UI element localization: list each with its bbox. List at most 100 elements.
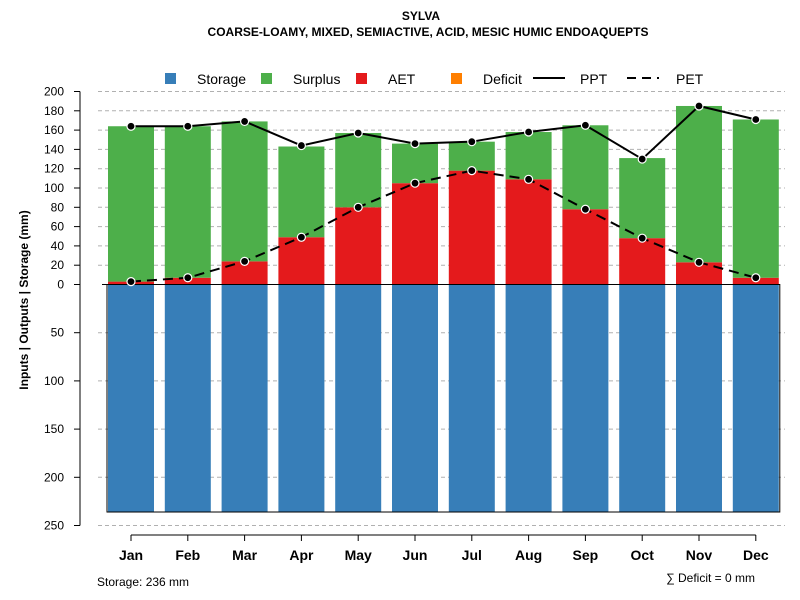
bar-surplus-mar xyxy=(221,121,268,262)
point-ppt-may xyxy=(353,128,363,138)
axes: 0 20 40 60 80 100 120 140 160 180 200 50 100 150 200 25… xyxy=(44,85,769,564)
x-tick-label-nov: Nov xyxy=(686,547,713,563)
point-pet-jul xyxy=(467,166,477,176)
x-tick-label-dec: Dec xyxy=(743,547,769,563)
y-tick-label-upper-80: 80 xyxy=(51,200,65,214)
x-tick-label-mar: Mar xyxy=(232,547,257,563)
bar-storage-jul xyxy=(448,284,495,513)
y-tick-label-lower-150: 150 xyxy=(44,422,64,436)
legend-swatch-deficit xyxy=(451,73,462,84)
bar-aet-jun xyxy=(392,183,438,285)
point-ppt-sep xyxy=(580,120,591,130)
bar-aet-nov xyxy=(676,262,722,285)
legend-swatch-surplus xyxy=(261,73,272,84)
bar-storage-apr xyxy=(278,284,325,513)
point-ppt-mar xyxy=(240,116,250,127)
storage-note: Storage: 236 mm xyxy=(97,575,189,589)
legend-swatch-storage xyxy=(165,73,176,84)
point-ppt-apr xyxy=(296,140,306,151)
bar-aet-oct xyxy=(619,238,666,285)
bar-surplus-aug xyxy=(505,132,552,180)
point-ppt-nov xyxy=(694,101,704,111)
y-axis-label: Inputs | Outputs | Storage (mm) xyxy=(17,210,31,389)
y-tick-label-upper-160: 160 xyxy=(44,123,64,137)
y-tick-label-lower-200: 200 xyxy=(44,470,64,484)
bar-surplus-jul xyxy=(448,141,495,171)
bar-storage-jan xyxy=(108,284,154,513)
y-tick-label-upper-200: 200 xyxy=(44,85,64,99)
y-tick-label-upper-20: 20 xyxy=(51,258,65,272)
bar-surplus-jan xyxy=(108,126,154,282)
x-tick-label-feb: Feb xyxy=(175,547,200,563)
x-tick-label-jan: Jan xyxy=(119,547,143,563)
bar-aet-jul xyxy=(448,170,495,285)
y-tick-label-upper-0: 0 xyxy=(57,278,64,292)
legend-label-deficit: Deficit xyxy=(483,71,522,87)
bar-surplus-may xyxy=(335,132,382,208)
legend: Storage Surplus AET Deficit PPT PET xyxy=(165,71,704,87)
y-tick-label-upper-60: 60 xyxy=(51,220,65,234)
bars xyxy=(106,105,781,513)
bar-surplus-apr xyxy=(278,146,325,238)
y-tick-label-lower-100: 100 xyxy=(44,374,64,388)
point-pet-feb xyxy=(183,273,193,283)
bar-storage-aug xyxy=(505,284,552,513)
bar-storage-sep xyxy=(562,284,609,513)
gridlines xyxy=(98,91,785,526)
bar-storage-nov xyxy=(676,284,722,513)
y-tick-label-lower-50: 50 xyxy=(51,326,65,340)
point-pet-jun xyxy=(410,178,420,188)
legend-label-ppt: PPT xyxy=(580,71,608,87)
point-ppt-jun xyxy=(410,139,420,149)
legend-label-aet: AET xyxy=(388,71,416,87)
x-tick-label-apr: Apr xyxy=(289,547,314,563)
bar-surplus-jun xyxy=(392,143,438,184)
y-tick-label-upper-180: 180 xyxy=(44,104,64,118)
point-ppt-dec xyxy=(751,114,761,125)
x-tick-label-oct: Oct xyxy=(631,547,655,563)
y-tick-label-upper-100: 100 xyxy=(44,181,64,195)
bar-storage-feb xyxy=(164,284,211,513)
point-ppt-jul xyxy=(467,137,477,147)
bar-aet-mar xyxy=(221,261,268,285)
point-pet-apr xyxy=(296,232,306,242)
point-ppt-jan xyxy=(126,121,136,131)
bar-surplus-dec xyxy=(732,119,779,278)
lines xyxy=(126,101,761,287)
bar-storage-oct xyxy=(619,284,666,513)
deficit-note: ∑ Deficit = 0 mm xyxy=(666,571,755,585)
bar-surplus-oct xyxy=(619,158,666,239)
bar-aet-may xyxy=(335,207,382,285)
bar-storage-may xyxy=(335,284,382,513)
point-ppt-aug xyxy=(523,127,534,137)
y-tick-label-upper-140: 140 xyxy=(44,142,64,156)
point-pet-dec xyxy=(751,273,761,283)
bar-surplus-sep xyxy=(562,125,609,210)
legend-label-storage: Storage xyxy=(197,71,246,87)
bar-surplus-feb xyxy=(164,126,211,278)
x-tick-label-jul: Jul xyxy=(462,547,482,563)
point-ppt-oct xyxy=(637,154,647,164)
point-pet-oct xyxy=(637,233,647,243)
line-ppt xyxy=(131,104,757,161)
bar-aet-sep xyxy=(562,209,609,285)
chart-subtitle: COARSE-LOAMY, MIXED, SEMIACTIVE, ACID, M… xyxy=(208,25,649,39)
point-pet-aug xyxy=(523,174,534,184)
bar-storage-jun xyxy=(392,284,438,513)
point-pet-mar xyxy=(240,256,250,266)
point-pet-jan xyxy=(126,277,136,287)
chart-title: SYLVA xyxy=(402,9,441,23)
bar-aet-apr xyxy=(278,237,325,285)
point-pet-may xyxy=(353,202,363,212)
bar-surplus-nov xyxy=(676,105,722,263)
x-tick-label-sep: Sep xyxy=(573,547,599,563)
x-tick-label-may: May xyxy=(345,547,372,563)
y-tick-label-upper-40: 40 xyxy=(51,239,65,253)
bar-storage-mar xyxy=(221,284,268,513)
point-pet-nov xyxy=(694,257,704,267)
y-tick-label-upper-120: 120 xyxy=(44,162,64,176)
legend-label-pet: PET xyxy=(676,71,704,87)
point-pet-sep xyxy=(580,204,591,214)
point-ppt-feb xyxy=(183,121,193,131)
